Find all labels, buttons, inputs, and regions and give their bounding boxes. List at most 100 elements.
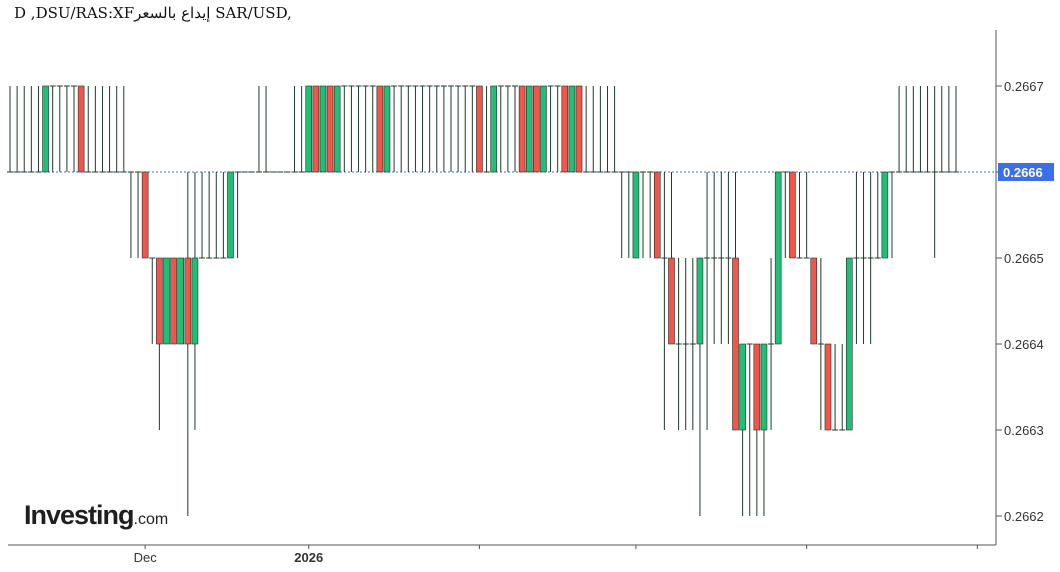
candle <box>163 257 170 345</box>
candle-body <box>305 85 313 173</box>
current-price-badge: 0.2666 <box>998 163 1054 181</box>
candle <box>917 86 924 173</box>
candle <box>326 85 334 173</box>
candle-body <box>846 257 853 431</box>
candle <box>768 258 775 430</box>
candle <box>732 172 739 431</box>
candle <box>376 85 384 173</box>
candle <box>512 85 519 172</box>
candle <box>333 85 341 173</box>
candle <box>568 85 576 173</box>
candle <box>305 85 313 173</box>
candle <box>774 171 782 345</box>
candle-body <box>632 171 640 259</box>
candle-body <box>668 257 675 345</box>
candle <box>7 86 13 173</box>
candle-body <box>141 171 149 259</box>
candle <box>640 171 647 258</box>
candle <box>71 85 78 172</box>
candle <box>910 86 917 173</box>
candle-body <box>881 171 889 259</box>
candle-body <box>540 85 547 173</box>
candle <box>590 86 597 173</box>
y-tick-label: 0.2667 <box>1004 79 1044 94</box>
candle <box>583 86 590 173</box>
candle-body <box>191 257 199 345</box>
logo-suffix-text: .com <box>133 511 169 528</box>
candle <box>518 85 526 173</box>
candle <box>938 86 945 173</box>
candles-layer <box>7 85 996 516</box>
candle <box>525 85 533 173</box>
candle <box>462 85 469 172</box>
candle <box>191 172 199 430</box>
candle <box>42 85 49 173</box>
candle <box>817 258 824 430</box>
candle <box>113 86 120 173</box>
candle <box>426 85 433 172</box>
candle <box>490 85 497 173</box>
candle-body <box>561 85 569 173</box>
candle <box>348 85 355 172</box>
chart-title: D ,DSU/RAS:XFإيداع بالسعر SAR/USD, <box>14 4 292 22</box>
candle <box>931 86 938 258</box>
candle <box>888 171 895 258</box>
candle-body <box>810 257 818 345</box>
candle <box>832 344 839 431</box>
candle <box>21 86 28 173</box>
candle <box>28 86 35 173</box>
current-price-badge-bg <box>998 163 1054 181</box>
candle <box>547 85 554 172</box>
candle <box>668 172 675 345</box>
candle <box>924 86 931 173</box>
candle <box>789 171 796 259</box>
candle <box>476 85 483 173</box>
candle <box>661 172 668 430</box>
candle <box>682 258 689 430</box>
candle <box>753 343 761 516</box>
candle <box>675 258 682 430</box>
x-axis: Dec 2026 <box>8 544 996 565</box>
candle-body <box>333 85 341 173</box>
candle <box>782 171 789 258</box>
candle <box>874 172 881 259</box>
candle-body <box>77 85 85 173</box>
candle <box>696 257 704 516</box>
candle <box>711 172 718 344</box>
candle <box>839 344 846 431</box>
candle-body <box>732 257 739 431</box>
candle <box>611 86 618 173</box>
candle <box>255 86 262 173</box>
candle <box>540 85 547 173</box>
candle-body <box>490 85 497 173</box>
candle-body <box>753 343 761 431</box>
candle <box>362 85 369 172</box>
candle <box>718 172 725 344</box>
candle <box>860 172 867 344</box>
candle <box>92 86 99 173</box>
candle <box>141 171 149 259</box>
candle <box>597 86 604 173</box>
candle <box>106 86 113 173</box>
candle <box>824 343 832 431</box>
candle <box>120 86 127 173</box>
candle <box>184 172 192 516</box>
logo-main-text: Investing <box>24 500 135 530</box>
candle-body <box>696 257 704 345</box>
candle-body <box>376 85 384 173</box>
candle <box>312 85 320 173</box>
candle-body <box>177 257 185 345</box>
candle <box>213 172 220 259</box>
candle <box>227 171 234 259</box>
candle-body <box>326 85 334 173</box>
candle <box>455 85 462 172</box>
candle <box>447 85 454 172</box>
candle <box>85 86 92 173</box>
candle <box>234 171 241 258</box>
candle <box>99 86 106 173</box>
candle <box>803 172 810 259</box>
candle <box>419 85 426 172</box>
candle <box>341 85 348 172</box>
candle <box>156 257 163 430</box>
